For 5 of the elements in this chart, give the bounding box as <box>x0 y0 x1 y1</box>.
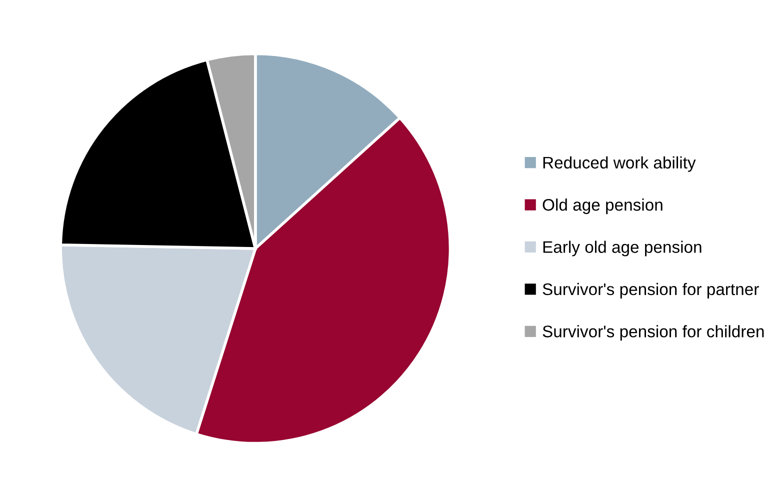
legend-label: Old age pension <box>542 198 662 214</box>
legend-label: Reduced work ability <box>543 156 696 172</box>
legend-label: Early old age pension <box>543 240 702 256</box>
legend-label: Survivor's pension for partner <box>542 282 759 298</box>
legend-label: Survivor's pension for children <box>542 325 764 341</box>
